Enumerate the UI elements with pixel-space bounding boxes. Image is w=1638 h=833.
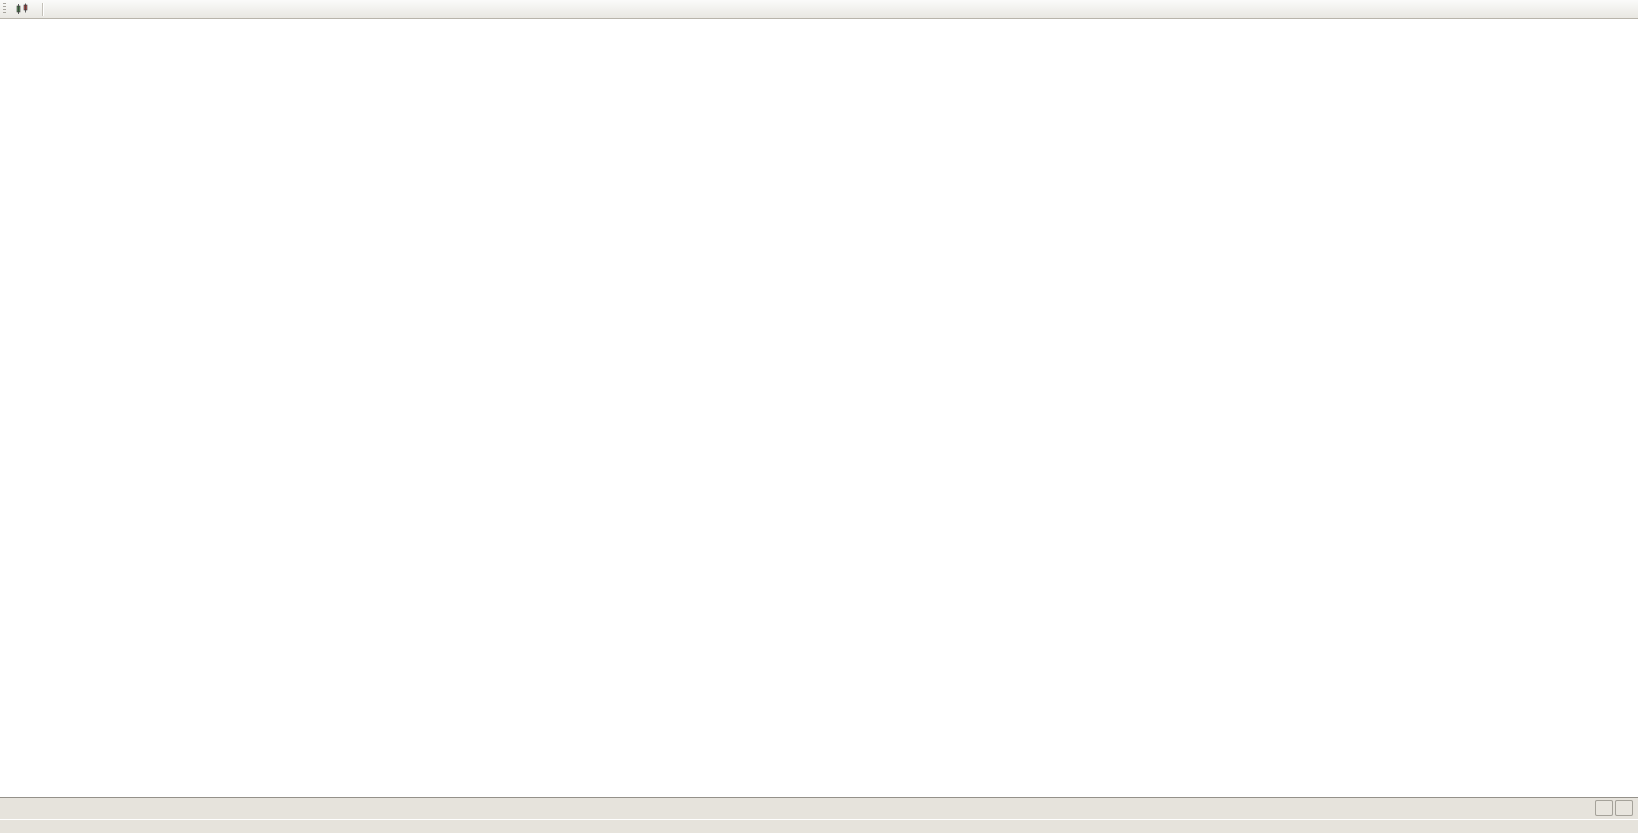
chart-canvas[interactable] — [0, 18, 1638, 797]
tab-scroll-controls — [1590, 800, 1638, 819]
chart-type-button[interactable] — [11, 1, 37, 17]
tabs-scroll-left-button[interactable] — [1595, 800, 1613, 816]
chart-tabs-bar — [0, 797, 1638, 819]
toolbar-separator — [42, 2, 44, 16]
toolbar-grip-handle[interactable] — [3, 3, 6, 15]
tabs-scroll-right-button[interactable] — [1615, 800, 1633, 816]
candlestick-chart-icon — [16, 3, 28, 14]
chart-window — [0, 18, 1638, 797]
timeframe-toolbar — [0, 0, 1638, 19]
status-strip — [0, 819, 1638, 833]
